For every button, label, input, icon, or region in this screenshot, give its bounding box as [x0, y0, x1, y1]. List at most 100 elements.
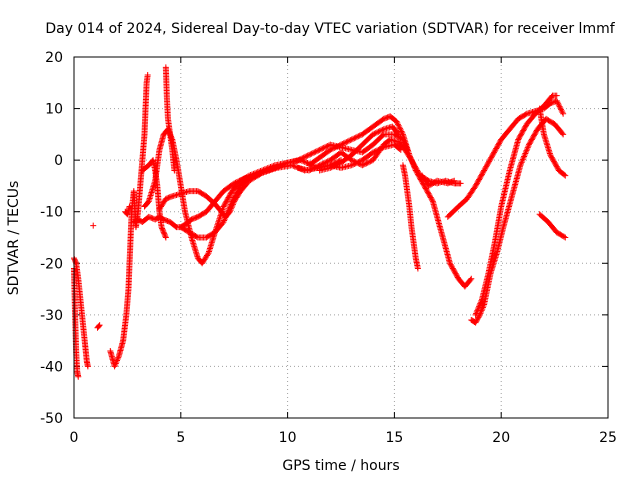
data-point [532, 130, 539, 137]
data-point [517, 132, 524, 139]
series-pass-o [316, 123, 402, 174]
data-point [144, 199, 151, 206]
data-point [291, 163, 298, 170]
data-point [527, 139, 534, 146]
data-point [414, 170, 421, 177]
data-point [517, 162, 524, 169]
data-point [321, 159, 328, 166]
series-pass-l [177, 131, 411, 241]
data-point [457, 180, 464, 187]
data-point [413, 168, 420, 175]
data-point [447, 261, 454, 268]
data-point [414, 171, 421, 178]
data-point [234, 188, 241, 195]
data-point [482, 164, 489, 171]
x-tick-label: 0 [70, 430, 79, 446]
series-pass-s [444, 97, 567, 220]
data-point [324, 158, 331, 165]
data-point [112, 361, 119, 368]
data-point [374, 129, 381, 136]
data-point [316, 146, 323, 153]
data-point [84, 363, 91, 370]
y-tick-label: 20 [45, 50, 63, 66]
data-point [71, 256, 78, 263]
data-point [159, 226, 166, 233]
data-point [555, 100, 562, 107]
data-point [112, 360, 119, 367]
data-point [367, 158, 374, 165]
data-point [557, 104, 564, 111]
data-point [529, 135, 536, 142]
data-point [280, 161, 287, 168]
data-point [524, 146, 531, 153]
data-point [348, 162, 355, 169]
data-point [371, 130, 378, 137]
data-point [223, 211, 230, 218]
data-point [553, 162, 560, 169]
data-point [489, 151, 496, 158]
data-point [478, 171, 485, 178]
series-pass-j [162, 64, 178, 174]
data-point [520, 127, 527, 134]
data-point [308, 150, 315, 157]
data-point [397, 146, 404, 153]
data-point [225, 194, 232, 201]
data-point [236, 185, 243, 192]
data-point [561, 233, 568, 240]
series-pass-f [122, 203, 133, 218]
data-point [162, 195, 169, 202]
data-point [335, 142, 342, 149]
data-point [352, 134, 359, 141]
series-pass-q [399, 162, 421, 272]
data-point [273, 164, 280, 171]
data-point [313, 148, 320, 155]
data-point [225, 207, 232, 214]
data-point [477, 300, 484, 307]
data-point [449, 265, 456, 272]
data-point [409, 160, 416, 167]
y-tick-label: -20 [40, 256, 63, 272]
data-point [362, 161, 369, 168]
data-point [472, 182, 479, 189]
data-point [323, 143, 330, 150]
data-point [446, 179, 453, 186]
data-point [246, 175, 253, 182]
data-point [113, 359, 120, 366]
y-tick-label: -50 [40, 411, 63, 427]
series-pass-c [90, 222, 97, 229]
data-point [484, 161, 491, 168]
series-pass-h [141, 126, 317, 267]
data-point [558, 106, 565, 113]
data-point [547, 151, 554, 158]
data-point [263, 168, 270, 175]
data-point [316, 162, 323, 169]
data-point [427, 193, 433, 200]
data-point [530, 133, 537, 140]
data-point [221, 217, 228, 224]
data-point [348, 136, 355, 143]
data-point [448, 178, 455, 185]
data-point [521, 124, 528, 131]
data-point [350, 135, 357, 142]
data-point [115, 354, 122, 361]
data-point [476, 175, 483, 182]
data-point [268, 166, 275, 173]
data-point [270, 165, 277, 172]
data-point [490, 150, 497, 157]
data-point [271, 164, 278, 171]
data-point [339, 141, 346, 148]
data-point [475, 314, 482, 321]
data-point [395, 131, 402, 138]
data-point [448, 262, 455, 269]
data-point [550, 157, 557, 164]
data-point [235, 186, 242, 193]
data-point [533, 128, 540, 135]
data-point [493, 145, 500, 152]
data-point [189, 215, 196, 222]
data-point [222, 199, 229, 206]
data-point [519, 157, 526, 164]
data-point [162, 234, 169, 241]
data-point [446, 260, 453, 267]
data-point [398, 128, 405, 135]
data-point [257, 170, 264, 177]
